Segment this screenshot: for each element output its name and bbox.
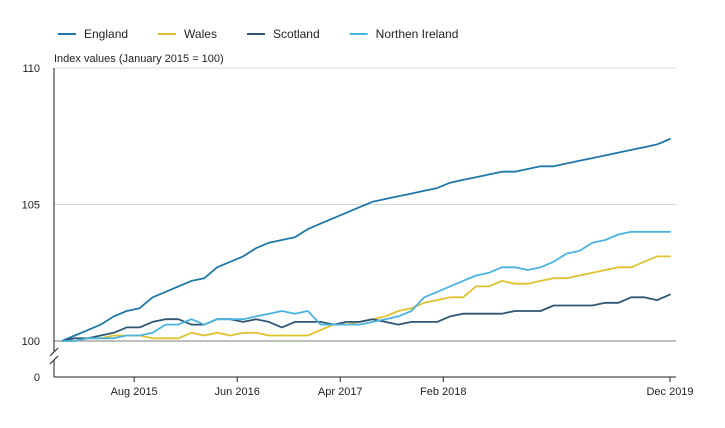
- x-tick-label: Jun 2016: [215, 386, 260, 398]
- axis-break-mark: [49, 347, 59, 357]
- legend-item: England: [58, 27, 128, 41]
- legend-label: Northen Ireland: [376, 27, 459, 41]
- legend-item: Northen Ireland: [349, 27, 459, 41]
- axes: [49, 68, 676, 378]
- y-tick-label: 0: [34, 372, 40, 384]
- legend-label: Scotland: [273, 27, 320, 41]
- x-tick-label: Dec 2019: [646, 386, 693, 398]
- y-tick-label: 100: [22, 336, 40, 348]
- x-tick-label: Aug 2015: [111, 386, 158, 398]
- gridlines: [54, 67, 676, 205]
- y-tick-labels: 110 105 100 0: [22, 63, 40, 384]
- series-lines: [61, 138, 671, 342]
- x-tick-labels: Aug 2015 Jun 2016 Apr 2017 Feb 2018 Dec 2019: [111, 377, 694, 398]
- legend-item: Wales: [158, 27, 217, 41]
- y-tick-label: 110: [22, 63, 40, 75]
- x-tick-label: Apr 2017: [318, 386, 363, 398]
- series-line: [61, 255, 671, 342]
- series-line: [61, 138, 671, 342]
- legend-label: England: [84, 27, 128, 41]
- x-tick-label: Feb 2018: [420, 386, 466, 398]
- chart-subtitle: Index values (January 2015 = 100): [54, 53, 224, 65]
- series-line: [61, 230, 671, 342]
- legend-label: Wales: [184, 27, 217, 41]
- legend: England Wales Scotland Northen Ireland: [58, 27, 458, 41]
- axis-break-mark: [49, 355, 59, 365]
- legend-item: Scotland: [246, 27, 320, 41]
- y-tick-label: 105: [22, 200, 40, 212]
- series-line: [61, 293, 671, 342]
